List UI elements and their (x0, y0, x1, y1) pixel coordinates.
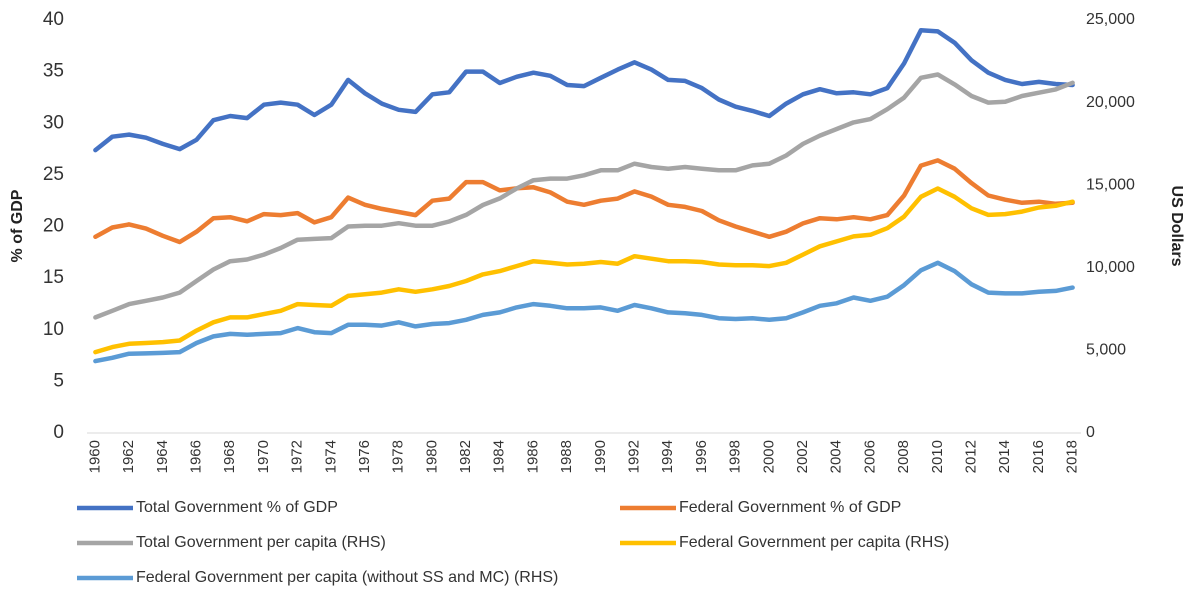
y-tick-label: 5 (53, 370, 64, 391)
x-tick-label: 1966 (187, 440, 204, 473)
x-tick-label: 2016 (1030, 440, 1047, 473)
x-tick-label: 1988 (558, 440, 575, 473)
x-tick-label: 2018 (1064, 440, 1081, 473)
x-tick-label: 1974 (322, 440, 339, 473)
legend-label: Federal Government per capita (RHS) (679, 534, 949, 551)
y2-tick-label: 15,000 (1086, 176, 1135, 193)
x-tick-label: 1998 (727, 440, 744, 473)
x-tick-label: 2012 (962, 440, 979, 473)
series-line (93, 158, 1075, 245)
legend-label: Federal Government % of GDP (679, 499, 901, 516)
x-tick-label: 1996 (693, 440, 710, 473)
y-tick-label: 40 (43, 9, 64, 30)
x-tick-label: 2010 (929, 440, 946, 473)
x-tick-label: 1970 (255, 440, 272, 473)
y-tick-label: 25 (43, 164, 64, 185)
y-tick-label: 35 (43, 61, 64, 82)
x-tick-label: 1978 (390, 440, 407, 473)
y2-tick-label: 25,000 (1086, 11, 1135, 28)
series-line (93, 186, 1075, 355)
x-tick-label: 1990 (592, 440, 609, 473)
x-tick-label: 1964 (154, 440, 171, 473)
y-tick-label: 20 (43, 216, 64, 237)
x-tick-label: 1982 (457, 440, 474, 473)
legend-label: Total Government % of GDP (136, 499, 338, 516)
y2-tick-label: 5,000 (1086, 342, 1126, 359)
x-tick-label: 1960 (86, 440, 103, 473)
x-tick-label: 1992 (626, 440, 643, 473)
x-tick-label: 2000 (760, 440, 777, 473)
y2-axis-title: US Dollars (1168, 186, 1185, 267)
x-tick-label: 1962 (120, 440, 137, 473)
x-tick-label: 2008 (895, 440, 912, 473)
x-tick-label: 2006 (861, 440, 878, 473)
series-line (93, 72, 1075, 320)
y2-tick-label: 20,000 (1086, 94, 1135, 111)
y-axis-title: % of GDP (9, 189, 26, 262)
y-tick-label: 30 (43, 112, 64, 133)
x-tick-label: 1980 (423, 440, 440, 473)
x-tick-label: 1986 (524, 440, 541, 473)
x-tick-label: 1976 (356, 440, 373, 473)
series-line (93, 28, 1075, 153)
y-tick-label: 15 (43, 267, 64, 288)
legend-label: Federal Government per capita (without S… (136, 569, 558, 586)
x-tick-label: 1984 (491, 440, 508, 473)
series-line (93, 260, 1075, 364)
x-tick-label: 1972 (289, 440, 306, 473)
x-tick-label: 1994 (659, 440, 676, 473)
x-tick-label: 2002 (794, 440, 811, 473)
y2-tick-label: 0 (1086, 424, 1095, 441)
x-tick-label: 2004 (828, 440, 845, 473)
y-tick-label: 0 (53, 422, 64, 443)
x-tick-label: 1968 (221, 440, 238, 473)
y-tick-label: 10 (43, 319, 64, 340)
x-tick-label: 2014 (996, 440, 1013, 473)
y2-tick-label: 10,000 (1086, 259, 1135, 276)
legend-label: Total Government per capita (RHS) (136, 534, 386, 551)
